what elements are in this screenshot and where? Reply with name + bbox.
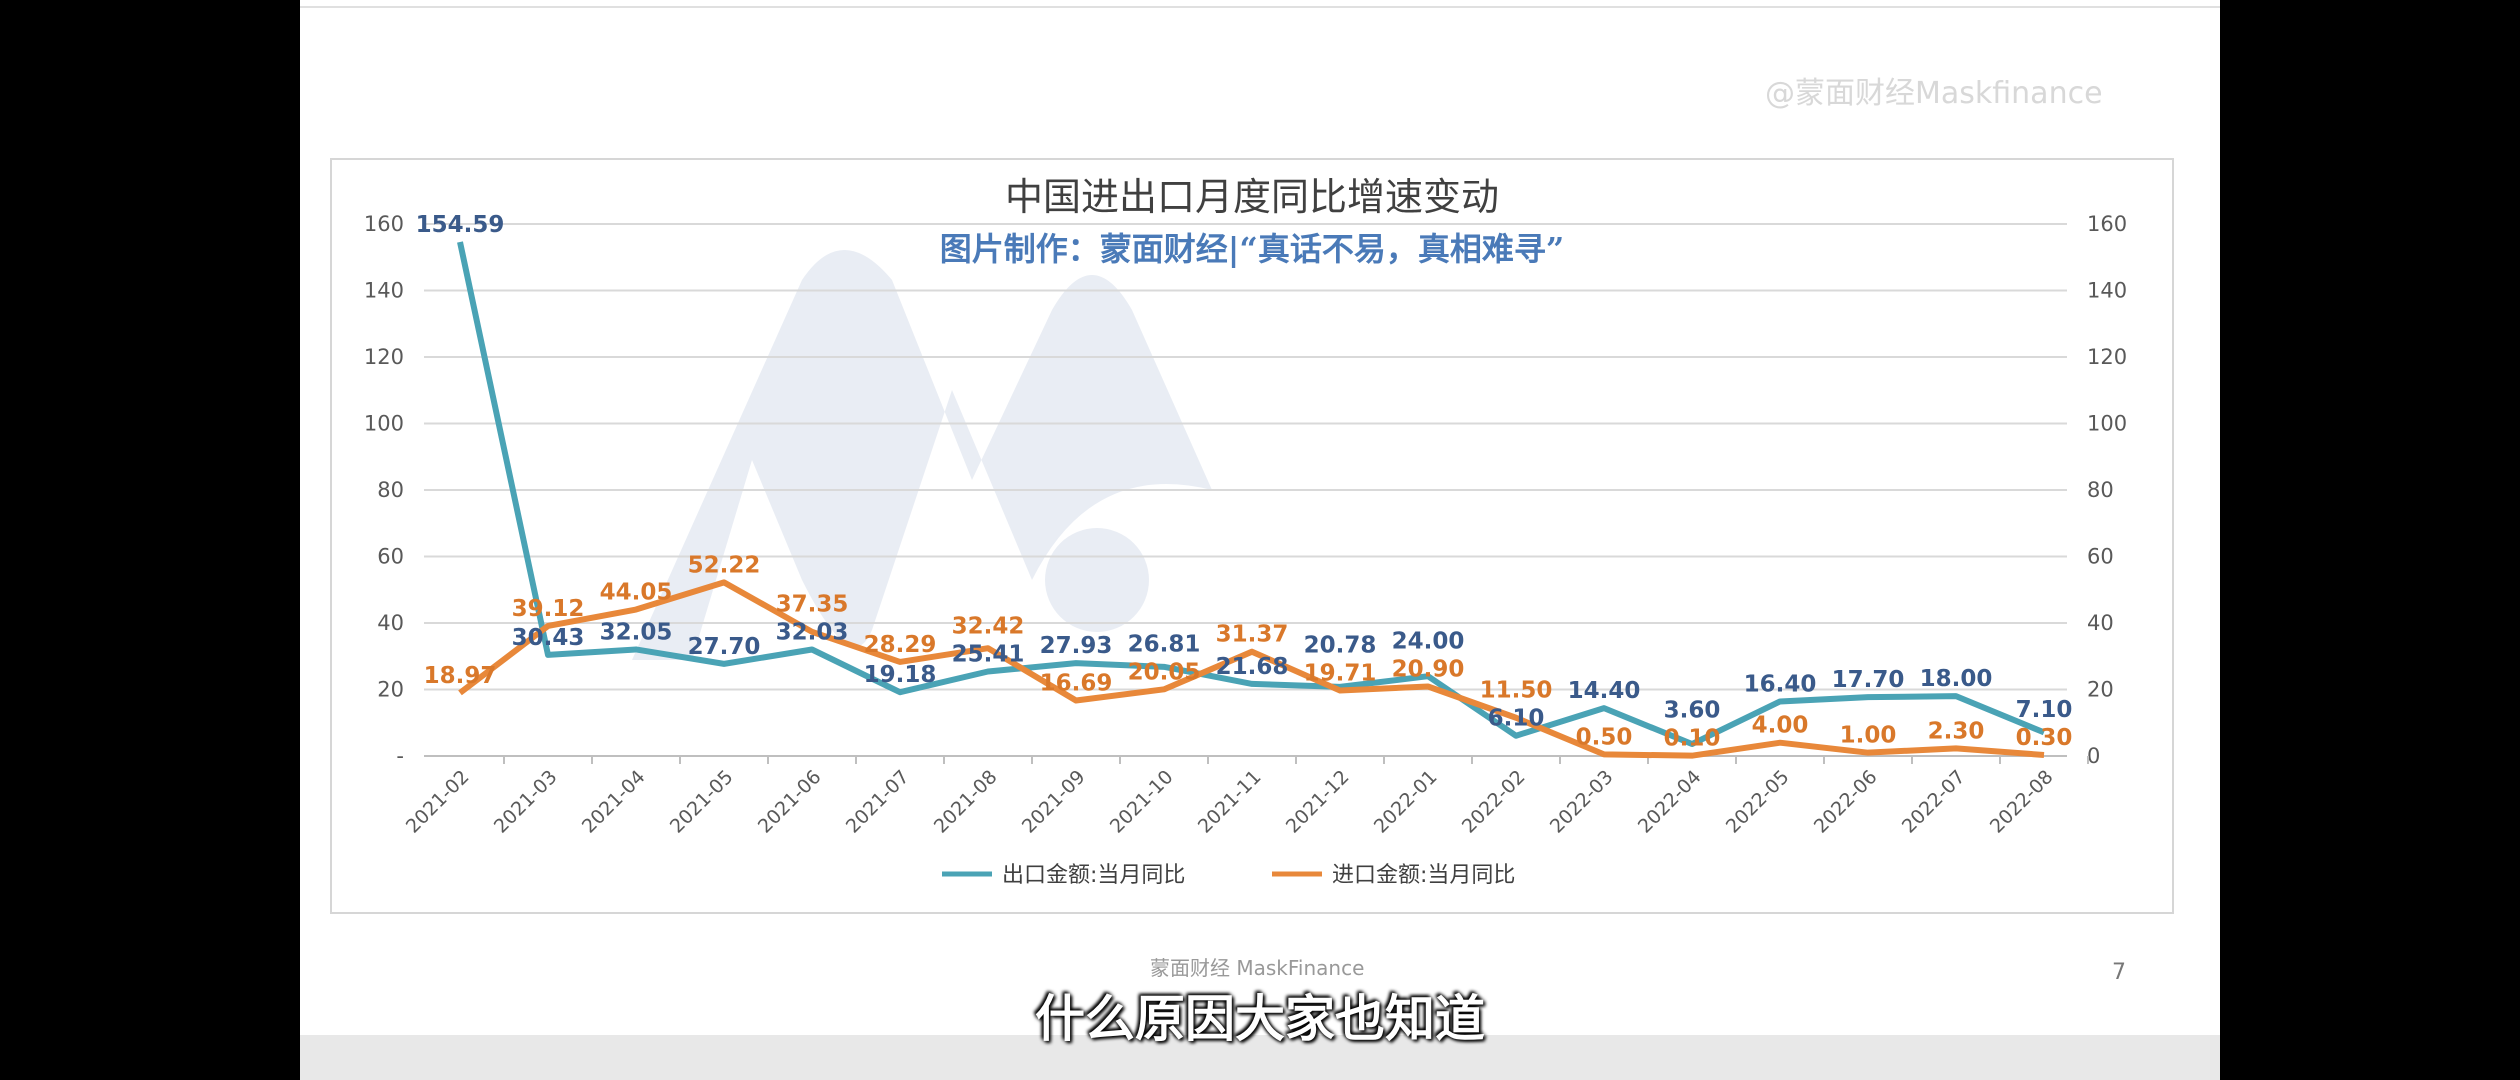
right-tick-label: 40: [2087, 611, 2114, 635]
left-tick-label: 60: [377, 545, 404, 569]
export-data-label: 27.93: [1040, 633, 1113, 659]
x-tick-label: 2021-11: [1194, 766, 1266, 838]
x-tick-label: 2022-06: [1810, 766, 1882, 838]
x-tick-label: 2022-02: [1458, 766, 1530, 838]
watermark-logo-dot-icon: [1045, 528, 1149, 632]
import-data-label: 39.12: [512, 596, 585, 622]
right-tick-label: 100: [2087, 412, 2127, 436]
export-data-label: 32.05: [600, 619, 673, 645]
watermark: @蒙面财经Maskfinance: [1765, 76, 2103, 111]
legend-label: 出口金额:当月同比: [1002, 863, 1185, 888]
import-data-label: 20.90: [1392, 657, 1465, 683]
export-data-label: 30.43: [512, 625, 585, 651]
export-data-label: 3.60: [1664, 698, 1721, 724]
export-data-label: 17.70: [1832, 667, 1905, 693]
import-data-label: 11.50: [1480, 678, 1553, 704]
export-data-label: 154.59: [416, 212, 505, 238]
import-data-label: 18.97: [424, 663, 497, 689]
right-tick-label: 80: [2087, 478, 2114, 502]
left-tick-label: 120: [364, 345, 404, 369]
x-tick-label: 2022-01: [1370, 766, 1442, 838]
x-tick-label: 2021-10: [1106, 766, 1178, 838]
left-tick-label: 100: [364, 412, 404, 436]
x-tick-label: 2022-07: [1898, 766, 1970, 838]
import-series-line: [458, 579, 2045, 759]
chart-subtitle: 图片制作：蒙面财经|“真话不易，真相难寻”: [940, 230, 1564, 268]
divider: [300, 6, 2220, 8]
import-data-label: 20.05: [1128, 659, 1201, 685]
import-data-label: 19.71: [1304, 660, 1377, 686]
export-data-label: 19.18: [864, 662, 937, 688]
chart-title: 中国进出口月度同比增速变动: [1005, 175, 1499, 219]
export-data-label: 32.03: [776, 620, 849, 646]
x-tick-label: 2022-04: [1634, 766, 1706, 838]
x-tick-label: 2021-12: [1282, 766, 1354, 838]
import-data-label: 0.10: [1664, 726, 1721, 752]
left-tick-label: 20: [377, 678, 404, 702]
x-tick-label: 2022-08: [1986, 766, 2058, 838]
export-data-label: 7.10: [2016, 697, 2073, 723]
import-data-label: 1.00: [1840, 723, 1897, 749]
x-tick-label: 2021-06: [754, 766, 826, 838]
export-data-label: 21.68: [1216, 654, 1289, 680]
right-tick-label: 60: [2087, 545, 2114, 569]
export-data-label: 20.78: [1304, 632, 1377, 658]
x-tick-label: 2021-07: [842, 766, 914, 838]
left-tick-label: 80: [377, 478, 404, 502]
left-tick-label: -: [396, 744, 404, 768]
x-tick-label: 2022-03: [1546, 766, 1618, 838]
export-data-label: 24.00: [1392, 629, 1465, 655]
right-tick-label: 0: [2087, 744, 2100, 768]
legend-label: 进口金额:当月同比: [1332, 863, 1515, 888]
export-data-label: 27.70: [688, 634, 761, 660]
import-data-label: 37.35: [776, 592, 849, 618]
right-tick-label: 160: [2087, 212, 2127, 236]
import-data-label: 44.05: [600, 580, 673, 606]
left-tick-label: 160: [364, 212, 404, 236]
import-data-label: 31.37: [1216, 622, 1289, 648]
x-tick-label: 2022-05: [1722, 766, 1794, 838]
export-data-label: 18.00: [1920, 666, 1993, 692]
right-tick-label: 140: [2087, 279, 2127, 303]
video-subtitle: 什么原因大家也知道: [1035, 990, 1485, 1048]
page-number: 7: [2112, 960, 2126, 985]
x-tick-label: 2021-05: [666, 766, 738, 838]
right-tick-label: 120: [2087, 345, 2127, 369]
export-data-label: 26.81: [1128, 631, 1201, 657]
x-tick-label: 2021-08: [930, 766, 1002, 838]
slide-footer: 蒙面财经 MaskFinance: [1150, 956, 1365, 980]
x-tick-label: 2021-04: [578, 766, 650, 838]
export-series-line: [457, 241, 2046, 748]
left-tick-label: 40: [377, 611, 404, 635]
bottom-strip: [300, 1035, 2220, 1080]
import-data-label: 0.30: [2016, 725, 2073, 751]
export-data-label: 14.40: [1568, 678, 1641, 704]
export-data-label: 6.10: [1488, 706, 1545, 732]
left-tick-label: 140: [364, 279, 404, 303]
import-data-label: 16.69: [1040, 671, 1113, 697]
chart-container: - 0 20 20 40 40 60 60 80 80 100 100 120 120 140 140 160 1…: [330, 158, 2174, 914]
export-data-label: 25.41: [952, 642, 1025, 668]
import-data-label: 28.29: [864, 632, 937, 658]
import-data-label: 2.30: [1928, 718, 1985, 744]
line-chart: - 0 20 20 40 40 60 60 80 80 100 100 120 120 140 140 160 1…: [364, 175, 2127, 888]
export-data-label: 16.40: [1744, 671, 1817, 697]
right-tick-label: 20: [2087, 678, 2114, 702]
x-tick-label: 2021-09: [1018, 766, 1090, 838]
x-tick-label: 2021-03: [490, 766, 562, 838]
watermark-logo-icon: [632, 250, 1212, 660]
import-data-label: 0.50: [1576, 724, 1633, 750]
import-data-label: 4.00: [1752, 713, 1809, 739]
x-tick-label: 2021-02: [402, 766, 474, 838]
import-data-label: 52.22: [688, 552, 761, 578]
import-data-label: 32.42: [952, 614, 1025, 640]
